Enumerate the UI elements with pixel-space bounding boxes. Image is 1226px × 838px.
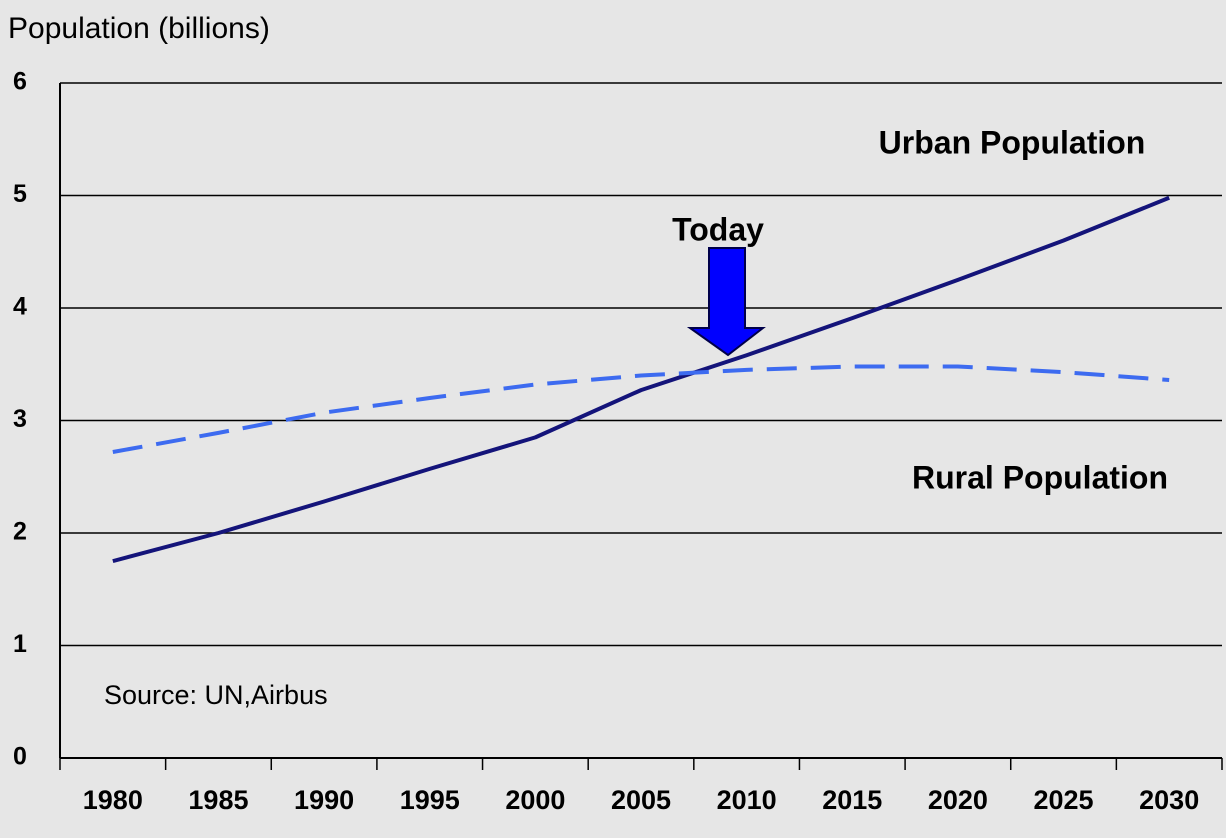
x-tick-label: 2010 [717,785,777,815]
x-tick-label: 1995 [400,785,460,815]
y-tick-label: 0 [13,743,27,771]
x-tick-label: 2025 [1034,785,1094,815]
y-tick-label: 4 [13,293,27,321]
x-tick-label: 2000 [505,785,565,815]
annotation: Source: UN,Airbus [104,680,328,710]
y-tick-label: 2 [13,518,27,546]
x-tick-label: 2015 [822,785,882,815]
y-tick-label: 3 [13,405,27,433]
y-axis-label: Population (billions) [8,12,270,45]
x-tick-label: 1980 [83,785,143,815]
x-tick-label: 1990 [294,785,354,815]
x-tick-label: 2005 [611,785,671,815]
x-tick-label: 2030 [1139,785,1199,815]
y-tick-label: 1 [13,630,27,658]
y-tick-label: 6 [13,68,27,96]
x-tick-label: 2020 [928,785,988,815]
x-tick-label: 1985 [188,785,248,815]
series-line [112,364,1170,454]
series-line [112,195,1170,564]
series-label: Urban Population [879,124,1146,160]
annotation: Today [672,211,764,247]
y-tick-label: 5 [13,180,27,208]
series-label: Rural Population [912,459,1168,495]
today-arrow [686,247,766,357]
